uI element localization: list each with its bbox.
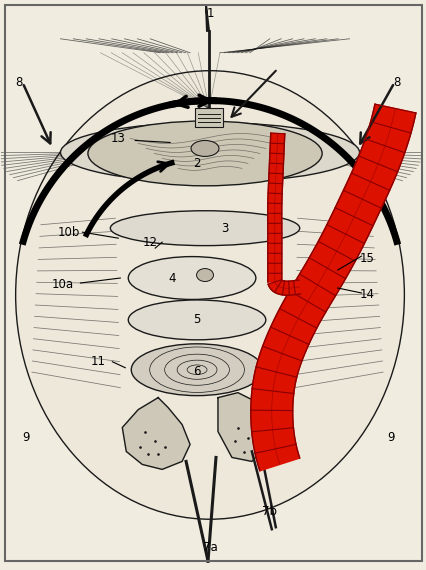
Text: 3: 3 [221, 222, 228, 235]
Polygon shape [268, 280, 300, 295]
Text: 6: 6 [193, 365, 200, 378]
Polygon shape [122, 398, 190, 470]
Text: 8: 8 [15, 76, 22, 89]
Ellipse shape [131, 344, 262, 396]
Text: 1: 1 [206, 7, 213, 21]
Polygon shape [250, 104, 415, 471]
FancyBboxPatch shape [195, 108, 222, 127]
Ellipse shape [110, 211, 299, 246]
Polygon shape [267, 133, 284, 282]
Text: 10b: 10b [57, 226, 80, 239]
Ellipse shape [196, 268, 213, 282]
Text: 9: 9 [387, 431, 394, 444]
Ellipse shape [190, 140, 219, 156]
Ellipse shape [16, 71, 403, 519]
Ellipse shape [60, 123, 359, 182]
Text: 12: 12 [142, 235, 157, 249]
Ellipse shape [128, 300, 265, 340]
Text: 5: 5 [193, 314, 200, 327]
Text: 8: 8 [393, 76, 400, 89]
Ellipse shape [128, 256, 255, 299]
Text: 10a: 10a [51, 279, 73, 291]
Text: 7b: 7b [262, 505, 276, 518]
Ellipse shape [88, 121, 321, 186]
Text: 4: 4 [168, 271, 176, 284]
Text: 11: 11 [91, 355, 106, 368]
Text: 2: 2 [193, 157, 200, 170]
Text: 15: 15 [359, 251, 374, 264]
Polygon shape [218, 393, 267, 462]
Text: 7a: 7a [202, 540, 217, 553]
Text: 13: 13 [111, 132, 125, 145]
Text: 9: 9 [22, 431, 29, 444]
Text: 14: 14 [359, 288, 374, 302]
